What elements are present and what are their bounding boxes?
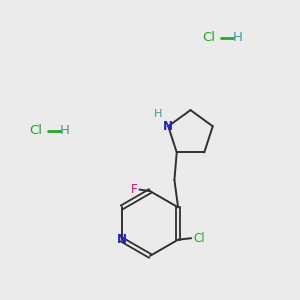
Text: H: H [233,31,242,44]
Text: H: H [60,124,70,137]
Text: F: F [130,183,137,196]
Text: N: N [117,233,127,246]
Text: N: N [163,120,173,133]
Text: Cl: Cl [193,232,205,245]
Text: Cl: Cl [29,124,43,137]
Text: H: H [154,109,162,119]
Text: Cl: Cl [202,31,215,44]
